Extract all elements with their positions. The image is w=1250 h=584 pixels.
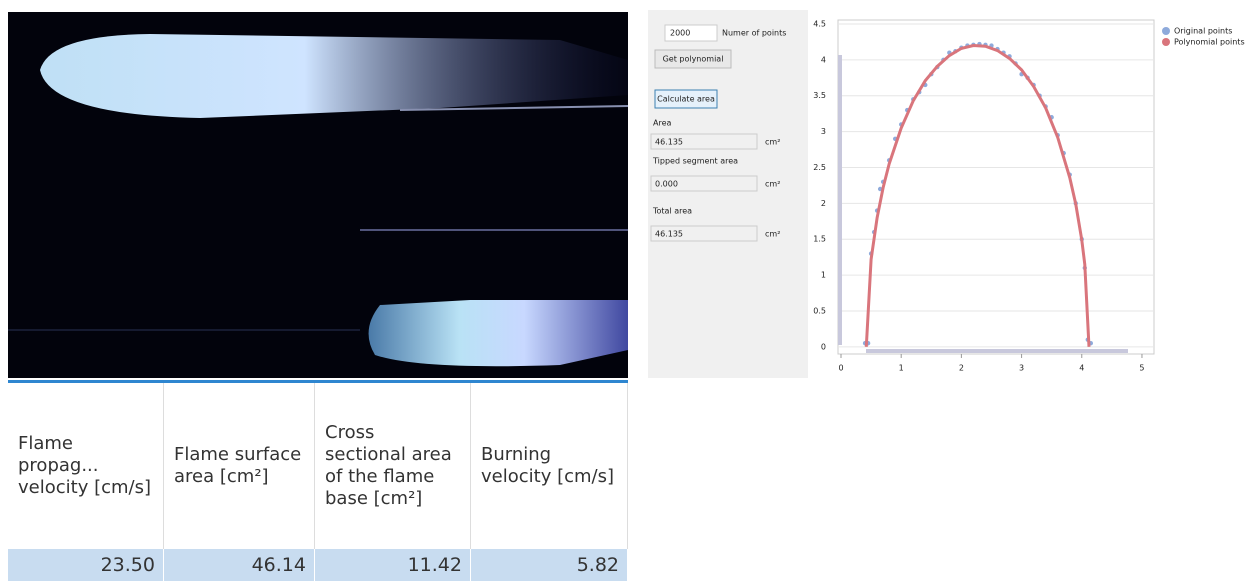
y-tick-label: 0: [821, 342, 826, 351]
y-tick-label: 0.5: [813, 306, 826, 315]
cell: 46.14: [164, 549, 315, 581]
legend-label: Original points: [1174, 27, 1232, 36]
area-value: 46.135: [655, 138, 683, 147]
cell: 5.82: [471, 549, 628, 581]
scrollbar: [866, 349, 1128, 353]
y-tick-label: 1.5: [813, 235, 826, 244]
legend-marker: [1162, 38, 1170, 46]
total-value: 46.135: [655, 230, 683, 239]
area-label: Area: [653, 119, 672, 128]
legend-marker: [1162, 27, 1170, 35]
y-tick-label: 4: [821, 55, 826, 64]
y-tick-label: 3: [821, 127, 826, 136]
tipped-unit: cm²: [765, 180, 780, 189]
tipped-value: 0.000: [655, 180, 678, 189]
flame-photo: [8, 12, 628, 378]
header-cell: Cross sectional area of the flame base […: [315, 382, 471, 550]
x-tick-label: 2: [959, 364, 964, 373]
points-input-text: 2000: [670, 29, 690, 38]
x-tick-label: 0: [838, 364, 843, 373]
total-unit: cm²: [765, 230, 780, 239]
header-cell: Flame propag... velocity [cm/s]: [8, 382, 164, 550]
area-unit: cm²: [765, 138, 780, 147]
y-tick-label: 4.5: [813, 20, 826, 29]
header-cell: Flame surface area [cm²]: [164, 382, 315, 550]
points-label: Numer of points: [722, 29, 786, 38]
x-tick-label: 5: [1139, 364, 1144, 373]
y-tick-label: 3.5: [813, 91, 826, 100]
x-tick-label: 1: [899, 364, 904, 373]
header-cell: Burning velocity [cm/s]: [471, 382, 628, 550]
x-tick-label: 4: [1079, 364, 1084, 373]
button-text: Calculate area: [657, 95, 715, 104]
cell: 23.50: [8, 549, 164, 581]
legend-label: Polynomial points: [1174, 38, 1245, 47]
x-tick-label: 3: [1019, 364, 1024, 373]
y-tick-label: 2: [821, 199, 826, 208]
button-text: Get polynomial: [663, 55, 724, 64]
chart-panel: [808, 10, 1250, 378]
data-row: 23.50 46.14 11.42 5.82: [8, 549, 628, 581]
header-row: Flame propag... velocity [cm/s] Flame su…: [8, 382, 628, 550]
y-tick-label: 2.5: [813, 163, 826, 172]
total-label: Total area: [652, 207, 692, 216]
scrollbar: [838, 55, 842, 345]
results-table: Flame propag... velocity [cm/s] Flame su…: [8, 380, 628, 581]
cell: 11.42: [315, 549, 471, 581]
page: 2000 Numer of points Get polynomial Calc…: [0, 0, 1250, 584]
tipped-label: Tipped segment area: [652, 157, 738, 166]
y-tick-label: 1: [821, 271, 826, 280]
